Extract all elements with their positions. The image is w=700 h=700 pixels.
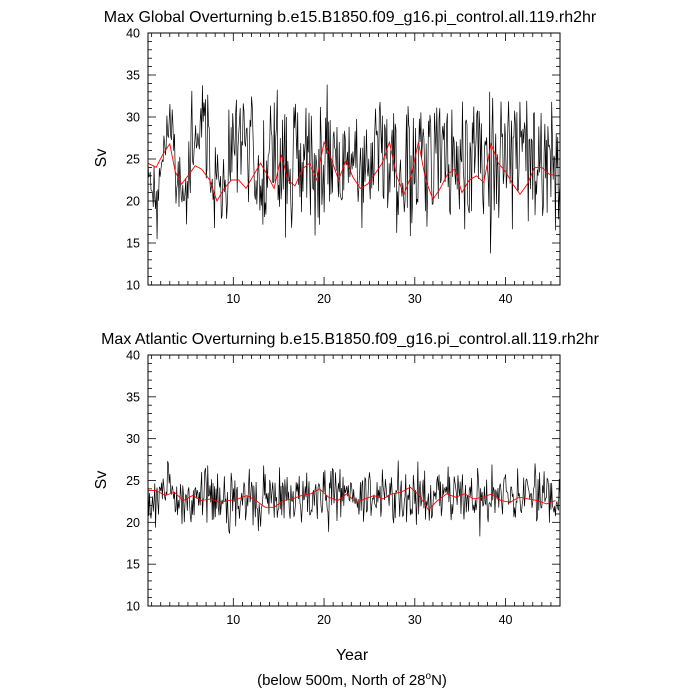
global-overturning-panel: Max Global Overturning b.e15.B1850.f09_g… [93,9,597,306]
global-x-tick-label: 20 [317,292,331,306]
footnote: (below 500m, North of 28oN) [257,671,447,689]
global-y-tick-label: 20 [126,195,140,209]
global-y-axis-label: Sv [93,149,110,168]
atlantic-overturning-panel: Max Atlantic Overturning b.e15.B1850.f09… [93,331,600,664]
global-x-tick-label: 30 [408,292,422,306]
global-y-tick-label: 10 [126,279,140,293]
footnote-before: (below 500m, North of 28 [257,672,425,689]
global-y-tick-label: 35 [126,69,140,83]
global-series-layer [147,84,561,254]
atlantic-chart-title: Max Atlantic Overturning b.e15.B1850.f09… [101,331,599,348]
atlantic-y-tick-label: 40 [126,349,140,363]
atlantic-y-tick-label: 25 [126,474,140,488]
global-x-tick-label: 40 [499,292,513,306]
global-chart-title: Max Global Overturning b.e15.B1850.f09_g… [104,9,597,26]
global-y-tick-label: 25 [126,153,140,167]
footnote-after: N) [431,672,447,689]
global-raw-series-line [147,84,561,254]
footnote-degree-superscript: o [426,671,432,682]
global-x-tick-label: 10 [226,292,240,306]
atlantic-smoothed-series-line [148,486,556,511]
atlantic-axis-layer [147,354,561,607]
atlantic-x-tick-label: 10 [226,613,240,627]
atlantic-raw-series-line [147,460,561,537]
atlantic-series-layer [147,460,561,537]
atlantic-y-tick-label: 10 [126,600,140,614]
atlantic-tick-labels: 10 20 30 40 10 15 20 25 30 35 40 [126,349,512,628]
atlantic-plot-frame [147,354,561,607]
atlantic-y-tick-label: 35 [126,390,140,404]
atlantic-x-axis-label: Year [336,647,369,664]
atlantic-x-tick-label: 40 [499,613,513,627]
atlantic-y-tick-label: 20 [126,516,140,530]
global-y-tick-label: 15 [126,237,140,251]
atlantic-y-tick-label: 15 [126,558,140,572]
global-tick-labels: 10 20 30 40 10 15 20 25 30 35 40 [126,27,512,307]
global-y-tick-label: 40 [126,27,140,41]
atlantic-x-tick-label: 20 [317,613,331,627]
global-smoothed-series-line [147,140,557,203]
global-axis-layer [147,32,561,286]
atlantic-y-tick-label: 30 [126,432,140,446]
atlantic-x-tick-label: 30 [408,613,422,627]
atlantic-y-axis-label: Sv [93,471,110,490]
global-y-tick-label: 30 [126,111,140,125]
